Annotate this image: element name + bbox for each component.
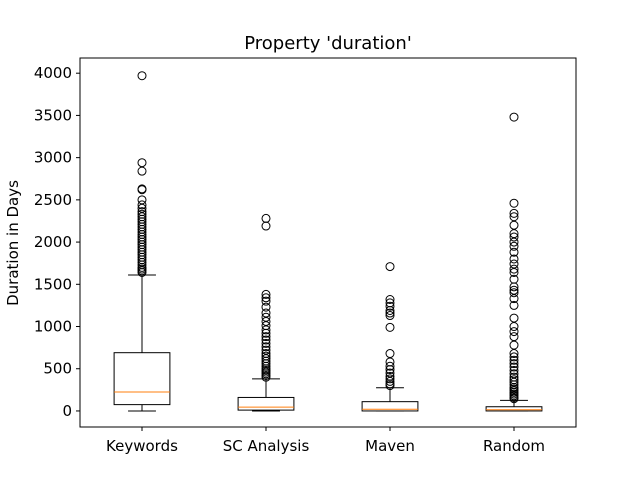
- outlier-point-random: [509, 327, 519, 337]
- y-tick-label: 3500: [34, 106, 72, 124]
- y-tick-label: 2000: [34, 233, 72, 251]
- outlier-point-maven: [385, 365, 395, 375]
- outlier-point-keywords: [137, 267, 147, 277]
- outlier-point-random: [509, 232, 519, 242]
- outlier-point-keywords: [137, 166, 147, 176]
- outlier-point-random: [509, 300, 519, 310]
- outlier-point-random: [509, 365, 519, 375]
- outlier-point-random: [509, 198, 519, 208]
- outlier-point-maven: [385, 305, 395, 315]
- outlier-point-random: [509, 355, 519, 365]
- outlier-point-maven: [385, 361, 395, 371]
- outlier-point-maven: [385, 262, 395, 272]
- box-keywords: [113, 352, 171, 406]
- outlier-point-sc-analysis: [261, 213, 271, 223]
- outlier-point-random: [509, 267, 519, 277]
- outlier-point-sc-analysis: [261, 338, 271, 348]
- box-sc-analysis: [237, 396, 295, 411]
- outlier-point-maven: [385, 311, 395, 321]
- x-tick-label: Maven: [365, 437, 415, 455]
- outlier-point-random: [509, 362, 519, 372]
- outlier-point-random: [509, 340, 519, 350]
- y-axis-label: Duration in Days: [4, 180, 22, 306]
- outlier-point-random: [509, 352, 519, 362]
- outlier-point-maven: [385, 381, 395, 391]
- y-tick-label: 2500: [34, 191, 72, 209]
- outlier-point-sc-analysis: [261, 289, 271, 299]
- outlier-point-random: [509, 349, 519, 359]
- outlier-point-keywords: [137, 200, 147, 210]
- outlier-point-random: [509, 208, 519, 218]
- outlier-point-maven: [385, 301, 395, 311]
- y-tick-label: 4000: [34, 64, 72, 82]
- outlier-point-sc-analysis: [261, 328, 271, 338]
- outlier-point-random: [509, 282, 519, 292]
- outlier-point-maven: [385, 294, 395, 304]
- outlier-point-random: [509, 247, 519, 257]
- outlier-point-random: [509, 254, 519, 264]
- outlier-point-sc-analysis: [261, 221, 271, 231]
- chart-title: Property 'duration': [244, 33, 412, 54]
- outlier-point-keywords: [137, 185, 147, 195]
- outlier-point-random: [509, 294, 519, 304]
- plot-frame: [79, 57, 577, 428]
- outlier-point-random: [509, 322, 519, 332]
- outlier-point-sc-analysis: [261, 342, 271, 352]
- x-tick-label: SC Analysis: [223, 437, 310, 455]
- outlier-point-random: [509, 237, 519, 247]
- outlier-point-sc-analysis: [261, 325, 271, 335]
- outlier-point-random: [509, 112, 519, 122]
- box-random: [485, 406, 543, 412]
- box-maven: [361, 401, 419, 412]
- outlier-point-keywords: [137, 71, 147, 81]
- x-tick-label: Random: [483, 437, 545, 455]
- outlier-point-random: [509, 288, 519, 298]
- outlier-point-random: [509, 220, 519, 230]
- outlier-point-random: [509, 394, 519, 404]
- outlier-point-sc-analysis: [261, 332, 271, 342]
- outlier-point-keywords: [137, 158, 147, 168]
- y-tick-label: 0: [62, 402, 72, 420]
- outlier-point-maven: [385, 308, 395, 318]
- outlier-point-random: [509, 241, 519, 251]
- outlier-point-maven: [385, 322, 395, 332]
- outlier-point-sc-analysis: [261, 302, 271, 312]
- y-tick-label: 500: [43, 360, 72, 378]
- outlier-point-sc-analysis: [261, 296, 271, 306]
- plot-area: 0 500 1000 1500 2000 2500 3000 3500 4000 Keywords…: [34, 64, 545, 455]
- y-tick-label: 1500: [34, 275, 72, 293]
- outlier-point-sc-analysis: [261, 372, 271, 382]
- outlier-point-random: [509, 332, 519, 342]
- y-tick-label: 3000: [34, 149, 72, 167]
- outlier-point-maven: [385, 376, 395, 386]
- y-tick-label: 1000: [34, 318, 72, 336]
- outlier-point-sc-analysis: [261, 293, 271, 303]
- outlier-point-random: [509, 313, 519, 323]
- outlier-point-sc-analysis: [261, 335, 271, 345]
- outlier-point-random: [509, 359, 519, 369]
- x-tick-label: Keywords: [106, 437, 178, 455]
- outlier-point-maven: [385, 374, 395, 384]
- outlier-point-maven: [385, 349, 395, 359]
- outlier-point-random: [509, 264, 519, 274]
